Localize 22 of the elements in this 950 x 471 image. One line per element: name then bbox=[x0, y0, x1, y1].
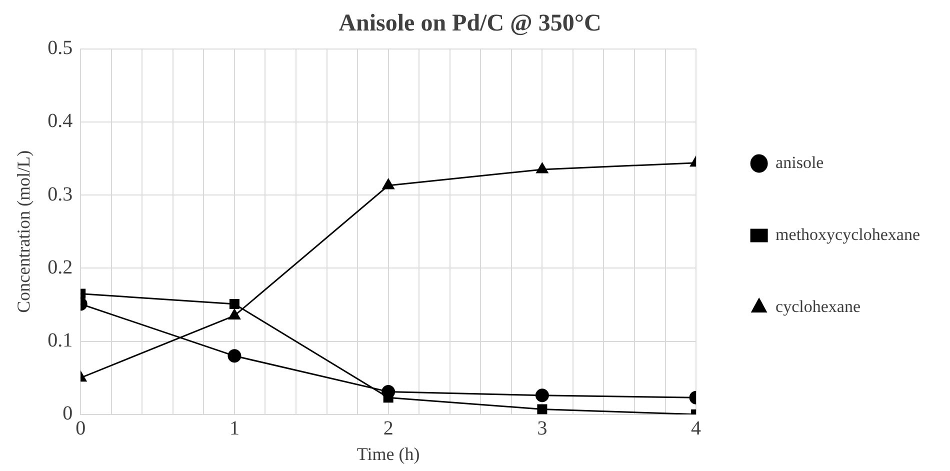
point bbox=[382, 178, 394, 190]
y-tick-label: 0.3 bbox=[48, 183, 73, 206]
chart-title: Anisole on Pd/C @ 350°C bbox=[338, 10, 602, 37]
x-tick-label: 2 bbox=[383, 418, 394, 440]
x-tick-label: 3 bbox=[537, 418, 548, 440]
legend-label: cyclohexane bbox=[776, 296, 861, 316]
legend-label: anisole bbox=[776, 152, 824, 172]
x-tick-label: 1 bbox=[229, 418, 240, 440]
point bbox=[535, 388, 549, 402]
point bbox=[536, 162, 548, 174]
y-tick-label: 0 bbox=[62, 402, 73, 425]
point bbox=[228, 308, 240, 320]
point bbox=[537, 404, 548, 414]
y-tick-label: 0.5 bbox=[48, 37, 73, 60]
x-tick-label: 4 bbox=[691, 418, 702, 440]
point bbox=[228, 349, 242, 363]
y-tick-label: 0.4 bbox=[48, 110, 73, 132]
legend-label: methoxycyclohexane bbox=[776, 224, 920, 244]
x-axis-title: Time (h) bbox=[356, 444, 420, 464]
y-tick-label: 0.2 bbox=[48, 256, 73, 278]
y-axis-title: Concentration (mol/L) bbox=[14, 150, 34, 313]
y-tick-label: 0.1 bbox=[48, 330, 73, 352]
